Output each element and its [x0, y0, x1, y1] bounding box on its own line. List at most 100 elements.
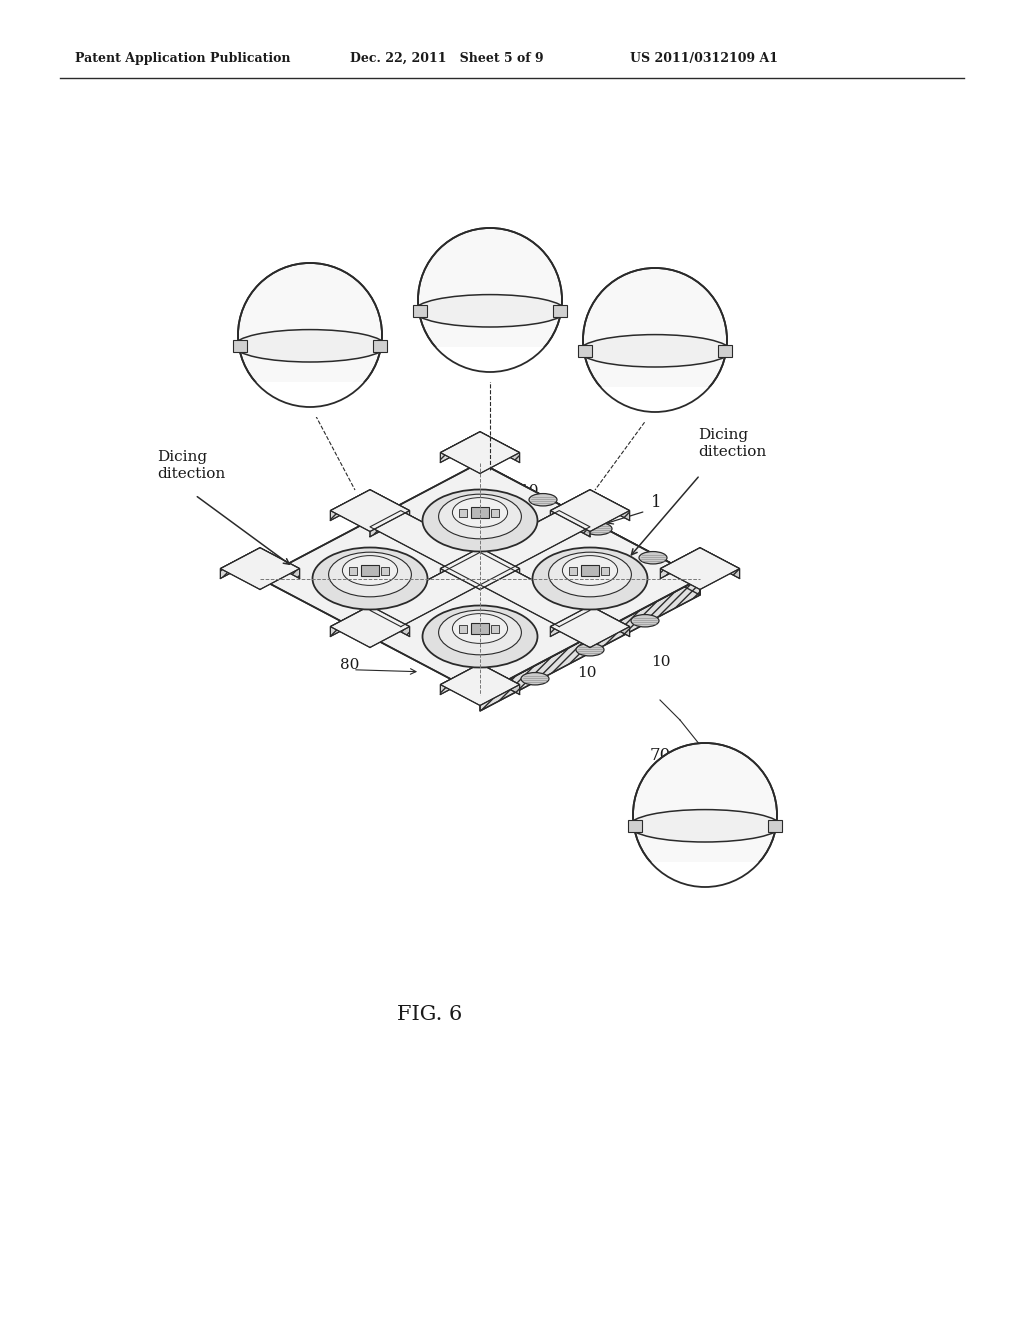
Polygon shape	[440, 664, 519, 705]
Polygon shape	[440, 432, 519, 474]
Bar	[490, 624, 499, 632]
Polygon shape	[220, 548, 260, 578]
Ellipse shape	[438, 610, 521, 655]
Bar	[718, 345, 732, 356]
Ellipse shape	[532, 548, 647, 610]
Bar	[578, 345, 592, 356]
Polygon shape	[590, 490, 630, 520]
Bar	[628, 862, 782, 898]
Ellipse shape	[418, 228, 562, 372]
Polygon shape	[331, 490, 410, 532]
Text: 1: 1	[306, 582, 316, 599]
Polygon shape	[590, 606, 630, 636]
Polygon shape	[440, 548, 519, 590]
Polygon shape	[480, 462, 700, 595]
Bar	[459, 624, 467, 632]
Text: 70: 70	[650, 747, 672, 764]
Ellipse shape	[238, 263, 382, 407]
Bar	[553, 305, 567, 317]
Bar	[581, 565, 599, 576]
Text: Patent Application Publication: Patent Application Publication	[75, 51, 291, 65]
Ellipse shape	[549, 552, 632, 597]
Bar	[459, 508, 467, 516]
Bar	[381, 566, 389, 574]
Polygon shape	[331, 606, 370, 636]
Ellipse shape	[423, 606, 538, 668]
Text: 10: 10	[428, 635, 447, 649]
Ellipse shape	[234, 330, 386, 362]
Bar	[628, 820, 642, 832]
Bar	[490, 508, 499, 516]
Bar	[471, 623, 489, 634]
Polygon shape	[440, 432, 480, 462]
Bar	[471, 507, 489, 517]
Text: 70: 70	[268, 290, 289, 308]
Text: Dec. 22, 2011   Sheet 5 of 9: Dec. 22, 2011 Sheet 5 of 9	[350, 51, 544, 65]
Polygon shape	[331, 490, 370, 520]
Polygon shape	[440, 664, 480, 694]
Bar	[413, 347, 567, 381]
Text: Dicing
ditection: Dicing ditection	[698, 428, 766, 459]
Ellipse shape	[639, 552, 667, 564]
Ellipse shape	[631, 615, 659, 627]
Text: US 2011/0312109 A1: US 2011/0312109 A1	[630, 51, 778, 65]
Polygon shape	[370, 511, 590, 627]
Bar	[361, 565, 379, 576]
Text: 1: 1	[650, 494, 662, 511]
Polygon shape	[370, 511, 590, 627]
Ellipse shape	[584, 523, 612, 535]
Ellipse shape	[312, 548, 427, 610]
Bar	[768, 820, 782, 832]
Polygon shape	[551, 490, 590, 520]
Polygon shape	[370, 606, 410, 636]
Polygon shape	[400, 511, 590, 620]
Ellipse shape	[415, 294, 565, 327]
Text: 70: 70	[493, 272, 514, 289]
Ellipse shape	[342, 556, 397, 585]
Ellipse shape	[453, 498, 508, 528]
Text: 10: 10	[651, 655, 671, 669]
Polygon shape	[480, 432, 519, 462]
Text: 10: 10	[578, 667, 597, 680]
Polygon shape	[551, 606, 590, 636]
Polygon shape	[551, 606, 630, 648]
Ellipse shape	[575, 644, 604, 656]
Bar	[233, 339, 247, 352]
Polygon shape	[370, 511, 400, 537]
Ellipse shape	[633, 743, 777, 887]
Polygon shape	[480, 548, 519, 578]
Text: Dicing
ditection: Dicing ditection	[157, 450, 225, 480]
Ellipse shape	[453, 614, 508, 643]
Polygon shape	[551, 490, 630, 532]
Bar	[413, 305, 427, 317]
Ellipse shape	[583, 268, 727, 412]
Polygon shape	[440, 548, 480, 578]
Bar	[569, 566, 577, 574]
Ellipse shape	[438, 494, 521, 539]
Ellipse shape	[630, 809, 780, 842]
Polygon shape	[480, 664, 519, 694]
Polygon shape	[700, 548, 739, 578]
Polygon shape	[660, 548, 739, 590]
Bar	[349, 566, 357, 574]
Text: 80: 80	[340, 657, 359, 672]
Ellipse shape	[423, 490, 538, 552]
Polygon shape	[370, 490, 410, 520]
Ellipse shape	[562, 556, 617, 585]
Polygon shape	[331, 606, 410, 648]
Polygon shape	[660, 548, 700, 578]
Bar	[233, 381, 387, 417]
Bar	[601, 566, 609, 574]
Ellipse shape	[529, 494, 557, 506]
Bar	[373, 339, 387, 352]
Polygon shape	[559, 511, 590, 537]
Polygon shape	[480, 578, 700, 711]
Ellipse shape	[329, 552, 412, 597]
Ellipse shape	[521, 673, 549, 685]
Polygon shape	[370, 511, 559, 620]
Text: 10: 10	[519, 483, 539, 498]
Polygon shape	[260, 462, 700, 694]
Ellipse shape	[580, 334, 730, 367]
Polygon shape	[260, 548, 300, 578]
Polygon shape	[220, 548, 300, 590]
